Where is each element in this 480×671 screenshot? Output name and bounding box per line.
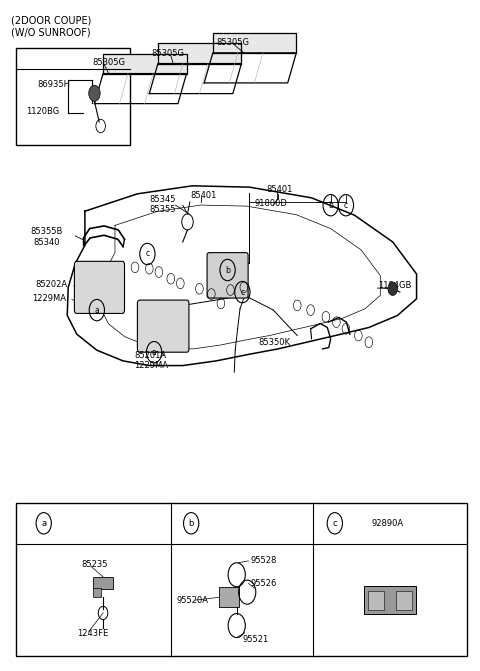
Text: 1229MA: 1229MA bbox=[134, 361, 168, 370]
Circle shape bbox=[388, 282, 397, 295]
Text: 1243FE: 1243FE bbox=[77, 629, 108, 638]
Text: 85355: 85355 bbox=[149, 205, 176, 214]
Text: 86935H: 86935H bbox=[37, 81, 70, 89]
Text: 85345: 85345 bbox=[149, 195, 176, 205]
Text: a: a bbox=[95, 305, 99, 315]
Text: 92890A: 92890A bbox=[372, 519, 404, 528]
Text: 1120BG: 1120BG bbox=[26, 107, 60, 115]
Text: 85305G: 85305G bbox=[216, 38, 249, 47]
Text: 85305G: 85305G bbox=[92, 58, 125, 66]
Text: (W/O SUNROOF): (W/O SUNROOF) bbox=[11, 28, 91, 38]
Bar bbox=[368, 590, 384, 609]
Bar bbox=[16, 503, 467, 656]
Text: 95526: 95526 bbox=[251, 579, 277, 588]
Text: 85355B: 85355B bbox=[30, 227, 62, 236]
Text: c: c bbox=[145, 250, 149, 258]
Text: c: c bbox=[344, 201, 348, 210]
Text: 95528: 95528 bbox=[251, 556, 277, 566]
Polygon shape bbox=[158, 44, 241, 64]
Text: 85235: 85235 bbox=[82, 560, 108, 569]
Text: 85350K: 85350K bbox=[258, 338, 290, 347]
Bar bbox=[16, 48, 130, 145]
Bar bbox=[364, 586, 416, 614]
Bar bbox=[218, 586, 239, 607]
Text: 95520A: 95520A bbox=[176, 596, 208, 605]
Text: b: b bbox=[189, 519, 194, 528]
Text: c: c bbox=[240, 288, 244, 297]
Text: 85305G: 85305G bbox=[152, 49, 185, 58]
Text: 85202A: 85202A bbox=[36, 280, 68, 289]
Text: b: b bbox=[225, 266, 230, 274]
Text: 1194GB: 1194GB bbox=[378, 281, 412, 290]
Text: 85401: 85401 bbox=[190, 191, 216, 200]
Circle shape bbox=[89, 85, 100, 101]
FancyBboxPatch shape bbox=[74, 261, 124, 313]
Text: 91800D: 91800D bbox=[254, 199, 287, 208]
Bar bbox=[396, 590, 412, 609]
Polygon shape bbox=[213, 33, 296, 53]
Text: b: b bbox=[328, 201, 333, 210]
FancyBboxPatch shape bbox=[137, 300, 189, 352]
Text: a: a bbox=[152, 348, 156, 357]
Text: 85401: 85401 bbox=[266, 185, 293, 195]
Text: 85201A: 85201A bbox=[134, 351, 166, 360]
Text: c: c bbox=[333, 519, 337, 528]
Bar bbox=[94, 588, 101, 597]
Polygon shape bbox=[103, 54, 187, 74]
Text: 1229MA: 1229MA bbox=[33, 295, 66, 303]
Text: 95521: 95521 bbox=[242, 635, 269, 644]
Text: a: a bbox=[41, 519, 46, 528]
Bar bbox=[94, 577, 113, 589]
Text: (2DOOR COUPE): (2DOOR COUPE) bbox=[11, 15, 91, 25]
Text: 85340: 85340 bbox=[34, 238, 60, 247]
FancyBboxPatch shape bbox=[207, 253, 248, 298]
